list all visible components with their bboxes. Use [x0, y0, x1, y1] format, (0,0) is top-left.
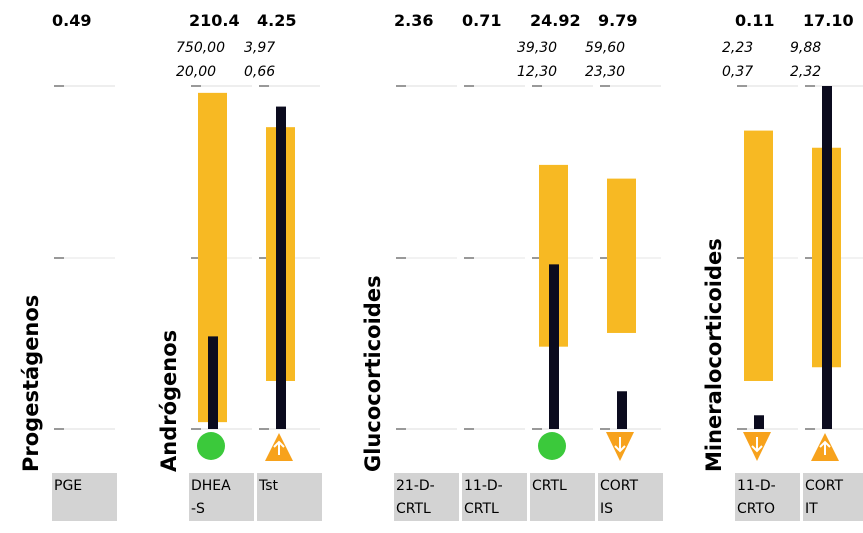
arrow-up-glyph — [819, 440, 831, 455]
analyte-code-label: 11-D- — [464, 478, 503, 494]
ref-low-label: 20,00 — [176, 64, 216, 80]
analyte-code-box — [462, 473, 527, 521]
value-label: 4.25 — [257, 11, 296, 30]
analyte-code-label: CRTL — [464, 501, 499, 517]
ref-low-label: 12,30 — [517, 64, 557, 80]
ref-high-label: 3,97 — [244, 40, 275, 56]
arrow-up-glyph — [273, 440, 285, 455]
value-label: 210.4 — [189, 11, 240, 30]
analyte-code-label: IT — [805, 501, 818, 517]
analyte-code-label: 11-D- — [737, 478, 776, 494]
analyte-code-label: -S — [191, 501, 205, 517]
analyte-code-box — [257, 473, 322, 521]
value-bar — [549, 264, 559, 429]
arrow-down-glyph — [751, 437, 763, 453]
analyte-code-label: CORT — [805, 478, 844, 494]
reference-range-bar — [607, 178, 636, 333]
analyte-code-label: CRTL — [532, 478, 567, 494]
analyte-code-label: Tst — [258, 478, 279, 494]
arrow-down-glyph — [614, 437, 626, 453]
ref-low-label: 23,30 — [585, 64, 625, 80]
group-label: Glucocorticoides — [361, 275, 385, 472]
green-dot-icon — [197, 432, 225, 460]
analyte-code-label: 21-D- — [396, 478, 435, 494]
reference-range-bar — [744, 130, 773, 381]
ref-high-label: 9,88 — [790, 40, 821, 56]
ref-high-label: 750,00 — [176, 40, 225, 56]
group-label: Mineralocorticoides — [702, 238, 726, 472]
value-label: 17.10 — [803, 11, 854, 30]
analyte-code-box — [598, 473, 663, 521]
ref-low-label: 0,66 — [244, 64, 275, 80]
analyte-code-label: CORT — [600, 478, 639, 494]
analyte-code-label: PGE — [54, 478, 82, 494]
ref-low-label: 2,32 — [790, 64, 821, 80]
ref-high-label: 59,60 — [585, 40, 625, 56]
green-dot-icon — [538, 432, 566, 460]
analyte-code-label: CRTO — [737, 501, 775, 517]
group-label: Andrógenos — [157, 330, 181, 472]
value-label: 9.79 — [598, 11, 637, 30]
value-label: 24.92 — [530, 11, 581, 30]
value-bar — [208, 336, 218, 429]
analyte-code-label: IS — [600, 501, 613, 517]
value-label: 2.36 — [394, 11, 433, 30]
value-bar — [276, 106, 286, 429]
value-label: 0.11 — [735, 11, 774, 30]
analyte-code-box — [803, 473, 863, 521]
analyte-code-label: CRTL — [396, 501, 431, 517]
ref-low-label: 0,37 — [722, 64, 753, 80]
analyte-code-box — [530, 473, 595, 521]
analyte-code-box — [394, 473, 459, 521]
value-label: 0.71 — [462, 11, 501, 30]
ref-high-label: 2,23 — [722, 40, 753, 56]
analyte-code-label: DHEA — [191, 478, 231, 494]
value-bar — [822, 86, 832, 429]
value-bar — [754, 415, 764, 429]
analyte-code-box — [189, 473, 254, 521]
ref-high-label: 39,30 — [517, 40, 557, 56]
value-bar — [617, 391, 627, 429]
analyte-code-box — [735, 473, 800, 521]
group-label: Progestágenos — [19, 295, 43, 472]
analyte-code-box — [52, 473, 117, 521]
value-label: 0.49 — [52, 11, 91, 30]
